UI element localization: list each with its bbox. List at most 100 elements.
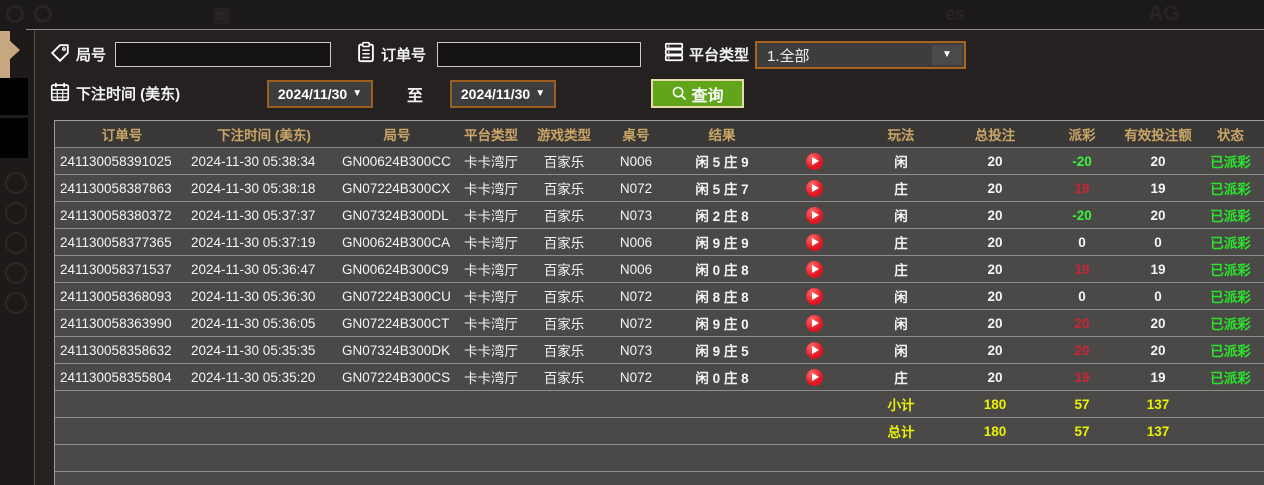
platform-type-label: 平台类型 xyxy=(689,47,750,64)
cell-total-bet: 20 xyxy=(987,153,1003,169)
order-number-input[interactable] xyxy=(437,42,641,67)
cell-total-bet: 20 xyxy=(987,288,1003,304)
calendar-icon xyxy=(50,82,70,102)
background-logo-glyph: es xyxy=(945,4,966,24)
cell-round-number: GN07224B300CU xyxy=(342,288,451,304)
table-row: 241130058377365 2024-11-30 05:37:19 GN00… xyxy=(55,229,1264,256)
chevron-down-icon: ▼ xyxy=(535,88,546,99)
replay-play-icon[interactable] xyxy=(805,179,823,197)
date-from-picker[interactable]: 2024/11/30 ▼ xyxy=(267,80,373,108)
replay-play-icon[interactable] xyxy=(805,206,823,224)
cell-order-number: 241130058371537 xyxy=(60,261,172,277)
cell-game-type: 百家乐 xyxy=(543,236,585,251)
cell-order-number: 241130058377365 xyxy=(60,234,172,250)
replay-play-icon[interactable] xyxy=(805,260,823,278)
cell-valid-bet: 19 xyxy=(1150,261,1166,277)
cell-payout: 20 xyxy=(1074,342,1090,358)
replay-play-icon[interactable] xyxy=(805,152,823,170)
date-to-picker[interactable]: 2024/11/30 ▼ xyxy=(450,80,556,108)
cell-replay xyxy=(773,260,855,278)
cell-round-number: GN00624B300C9 xyxy=(342,261,449,277)
round-number-input[interactable] xyxy=(115,42,331,67)
cell-payout: 19 xyxy=(1074,261,1090,277)
cell-valid-bet: 20 xyxy=(1150,153,1166,169)
col-header-payout: 派彩 xyxy=(1068,128,1096,143)
cell-round-number: GN07224B300CT xyxy=(342,315,450,331)
cell-play-type: 闲 xyxy=(894,290,908,305)
cell-table-number: N072 xyxy=(619,288,653,304)
cell-bet-time: 2024-11-30 05:38:18 xyxy=(191,180,316,196)
table-row: 241130058387863 2024-11-30 05:38:18 GN07… xyxy=(55,175,1264,202)
cell-round-number: GN07224B300CS xyxy=(342,369,451,385)
cell-payout: 19 xyxy=(1074,180,1090,196)
table-row: 241130058363990 2024-11-30 05:36:05 GN07… xyxy=(55,310,1264,337)
cell-replay xyxy=(773,314,855,332)
col-header-round: 局号 xyxy=(383,128,411,143)
grand-total-valid-bet: 137 xyxy=(1146,423,1170,439)
cell-replay xyxy=(773,179,855,197)
cell-status: 已派彩 xyxy=(1210,371,1251,386)
cell-order-number: 241130058387863 xyxy=(60,180,172,196)
replay-play-icon[interactable] xyxy=(805,368,823,386)
replay-play-icon[interactable] xyxy=(805,314,823,332)
bet-time-label: 下注时间 (美东) xyxy=(76,86,181,103)
dimmed-background-bar: ▣ es AG xyxy=(0,0,1264,29)
cell-valid-bet: 19 xyxy=(1150,369,1166,385)
replay-play-icon[interactable] xyxy=(805,287,823,305)
subtotal-total-bet: 180 xyxy=(983,396,1007,412)
cell-status: 已派彩 xyxy=(1210,263,1251,278)
drawer-handle-arrow-icon xyxy=(9,40,20,60)
cell-replay xyxy=(773,368,855,386)
subtotal-valid-bet: 137 xyxy=(1146,396,1170,412)
search-icon xyxy=(673,86,687,101)
cell-table-number: N072 xyxy=(619,315,653,331)
cell-platform: 卡卡湾厅 xyxy=(464,263,518,278)
cell-status: 已派彩 xyxy=(1210,344,1251,359)
grand-total-payout: 57 xyxy=(1074,423,1090,439)
replay-play-icon[interactable] xyxy=(805,341,823,359)
cell-game-type: 百家乐 xyxy=(543,155,585,170)
drawer-handle[interactable] xyxy=(0,31,10,78)
grand-total-row: 总计 180 57 137 xyxy=(55,418,1264,445)
cell-total-bet: 20 xyxy=(987,342,1003,358)
cell-bet-time: 2024-11-30 05:37:37 xyxy=(191,207,316,223)
cell-play-type: 庄 xyxy=(894,236,908,251)
empty-row xyxy=(55,472,1264,485)
cell-play-type: 庄 xyxy=(894,263,908,278)
records-table: 订单号 下注时间 (美东) 局号 平台类型 游戏类型 桌号 结果 玩法 总投注 … xyxy=(54,120,1264,485)
bet-records-panel: 局号 订单号 平台类型 1.全部 ▼ 下注时间 (美东) 2024/11/30 … xyxy=(34,30,1264,485)
cell-status: 已派彩 xyxy=(1210,236,1251,251)
cell-table-number: N073 xyxy=(619,207,653,223)
cell-result: 闲 0 庄 8 xyxy=(695,371,749,386)
cell-bet-time: 2024-11-30 05:35:20 xyxy=(191,369,316,385)
cell-game-type: 百家乐 xyxy=(543,290,585,305)
cell-order-number: 241130058380372 xyxy=(60,207,172,223)
cell-status: 已派彩 xyxy=(1210,290,1251,305)
clipboard-icon xyxy=(358,41,374,63)
cell-total-bet: 20 xyxy=(987,315,1003,331)
col-header-order: 订单号 xyxy=(101,128,143,143)
cell-total-bet: 20 xyxy=(987,369,1003,385)
background-logo-ag: AG xyxy=(1148,2,1180,25)
cell-replay xyxy=(773,152,855,170)
col-header-result: 结果 xyxy=(708,128,736,143)
cell-valid-bet: 0 xyxy=(1154,288,1162,304)
cell-order-number: 241130058355804 xyxy=(60,369,172,385)
cell-payout: 0 xyxy=(1078,288,1086,304)
platform-type-select[interactable]: 1.全部 ▼ xyxy=(755,41,966,69)
replay-play-icon[interactable] xyxy=(805,233,823,251)
cell-status: 已派彩 xyxy=(1210,155,1251,170)
background-icon xyxy=(5,262,27,284)
order-number-label: 订单号 xyxy=(381,47,427,64)
cell-game-type: 百家乐 xyxy=(543,263,585,278)
cell-order-number: 241130058363990 xyxy=(60,315,172,331)
cell-total-bet: 20 xyxy=(987,261,1003,277)
table-row: 241130058371537 2024-11-30 05:36:47 GN00… xyxy=(55,256,1264,283)
col-header-platform: 平台类型 xyxy=(464,128,518,143)
search-button[interactable]: 查询 xyxy=(651,79,744,108)
cell-platform: 卡卡湾厅 xyxy=(464,236,518,251)
cell-replay xyxy=(773,287,855,305)
cell-platform: 卡卡湾厅 xyxy=(464,290,518,305)
cell-play-type: 庄 xyxy=(894,371,908,386)
background-icon xyxy=(5,232,27,254)
